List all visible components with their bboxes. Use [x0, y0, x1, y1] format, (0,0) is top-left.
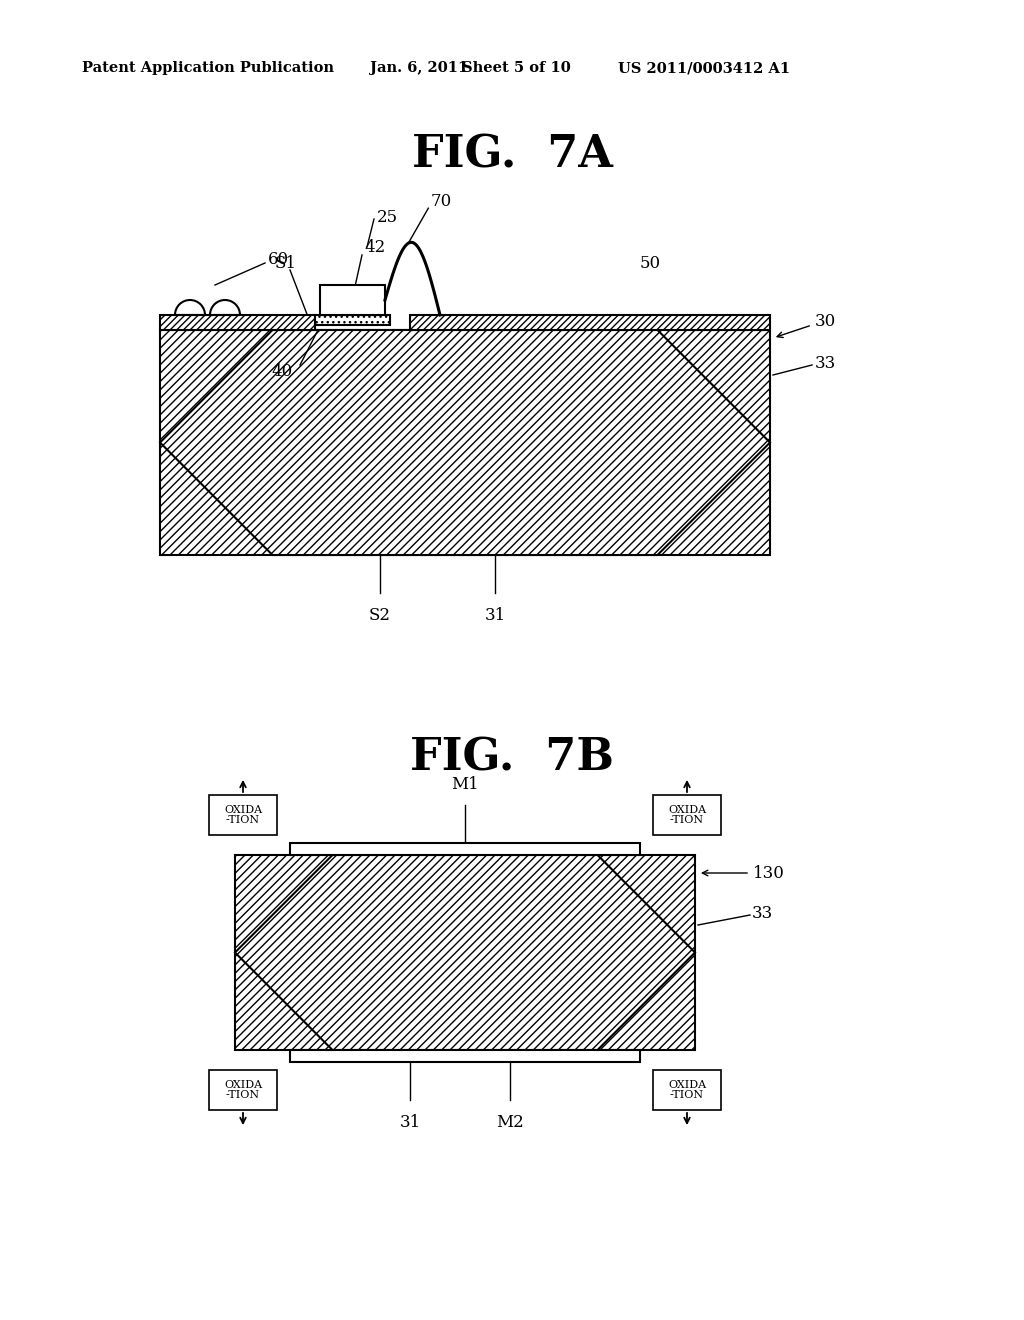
Text: 60: 60 [268, 252, 289, 268]
Bar [315, 315, 390, 325]
Text: S2: S2 [369, 607, 391, 624]
Bar [209, 795, 278, 836]
Bar [653, 795, 721, 836]
Text: 130: 130 [753, 865, 784, 882]
Text: 42: 42 [364, 239, 385, 256]
Text: OXIDA
-TION: OXIDA -TION [668, 805, 707, 825]
Bar [290, 843, 640, 855]
Text: M2: M2 [496, 1114, 524, 1131]
Text: 31: 31 [399, 1114, 421, 1131]
Bar [319, 285, 385, 315]
Text: 25: 25 [377, 209, 398, 226]
Text: OXIDA
-TION: OXIDA -TION [224, 805, 262, 825]
Text: 50: 50 [640, 255, 662, 272]
Bar [160, 315, 315, 330]
Text: 33: 33 [752, 904, 773, 921]
Text: OXIDA
-TION: OXIDA -TION [224, 1080, 262, 1101]
Text: OXIDA
-TION: OXIDA -TION [668, 1080, 707, 1101]
Text: US 2011/0003412 A1: US 2011/0003412 A1 [618, 61, 791, 75]
Text: M1: M1 [452, 776, 479, 793]
Text: FIG.  7A: FIG. 7A [412, 133, 612, 177]
Bar [653, 1071, 721, 1110]
Text: FIG.  7B: FIG. 7B [410, 737, 614, 780]
Text: Sheet 5 of 10: Sheet 5 of 10 [462, 61, 570, 75]
Text: S1: S1 [275, 255, 297, 272]
Bar [410, 315, 770, 330]
Text: 70: 70 [430, 193, 452, 210]
Bar [290, 1049, 640, 1063]
Text: 40: 40 [271, 363, 293, 380]
Polygon shape [160, 330, 770, 554]
Bar [160, 330, 770, 554]
Text: 31: 31 [484, 607, 506, 624]
Polygon shape [234, 855, 695, 1049]
Text: Patent Application Publication: Patent Application Publication [82, 61, 334, 75]
Text: 30: 30 [815, 314, 837, 330]
Text: Jan. 6, 2011: Jan. 6, 2011 [370, 61, 468, 75]
Bar [209, 1071, 278, 1110]
Bar [234, 855, 695, 1049]
Text: 33: 33 [815, 355, 837, 371]
